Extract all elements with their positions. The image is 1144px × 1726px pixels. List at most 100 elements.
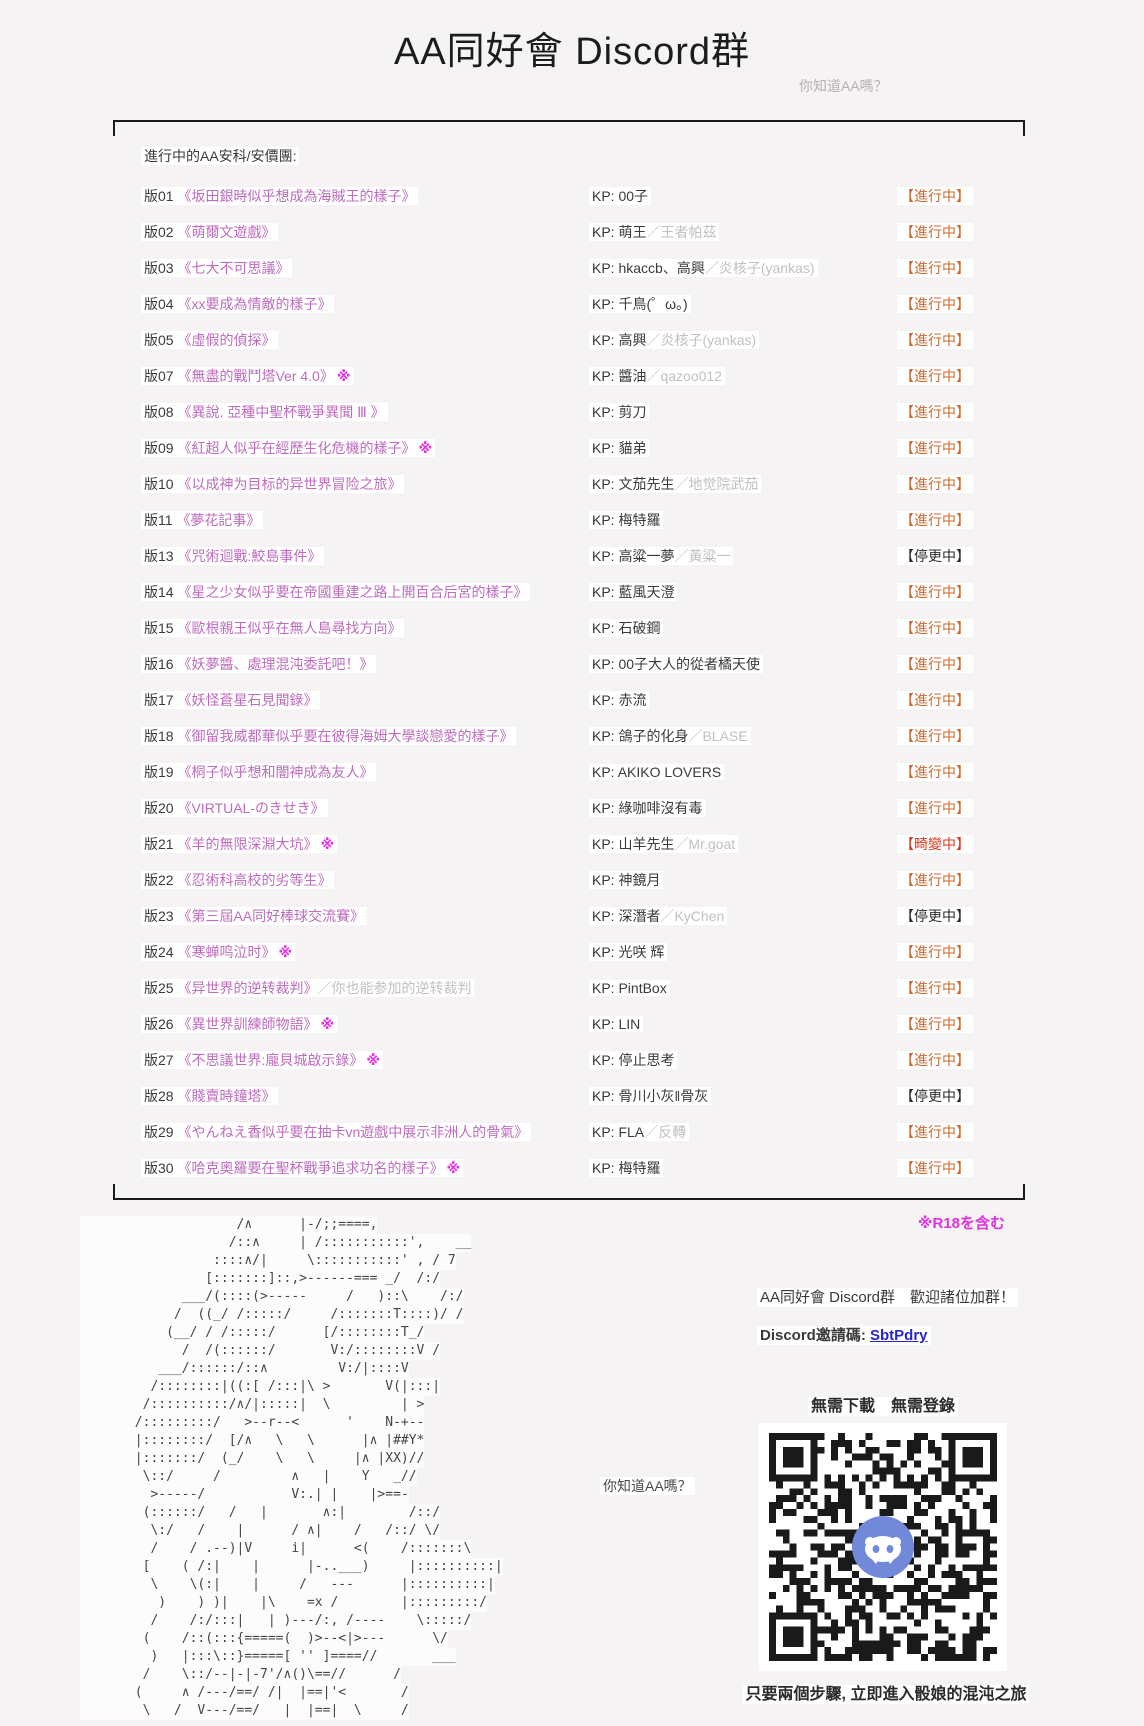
- list-item: 版19 《桐子似乎想和闇神成為友人》 KP: AKIKO LOVERS 【進行中】: [113, 754, 1025, 790]
- list-item: 版13 《咒術迴戰:鮫島事件》 KP: 高粱一夢／黃粱一 【停更中】: [113, 538, 1025, 574]
- invite-code-link[interactable]: SbtPdry: [870, 1327, 928, 1344]
- kp-alt-name: ／qazoo012: [646, 368, 722, 384]
- kp-name: 剪刀: [618, 404, 647, 420]
- kp-name: 梅特羅: [618, 1160, 661, 1176]
- status-badge: 【進行中】: [897, 799, 973, 817]
- thread-number: 版22: [144, 872, 174, 888]
- thread-title-link[interactable]: 《咒術迴戰:鮫島事件》: [177, 548, 322, 564]
- r18-mark: ※: [418, 440, 433, 456]
- thread-number: 版02: [144, 224, 174, 240]
- list-item: 版01 《坂田銀時似乎想成為海賊王的樣子》 KP: 00子 【進行中】: [113, 178, 1025, 214]
- status-badge: 【進行中】: [897, 871, 973, 889]
- thread-number: 版05: [144, 332, 174, 348]
- thread-number: 版11: [144, 512, 173, 528]
- kp-name: 光咲 辉: [618, 944, 665, 960]
- kp-name: 00子大人的從者橘天使: [618, 656, 761, 672]
- thread-number: 版16: [144, 656, 174, 672]
- thread-title-link[interactable]: 《坂田銀時似乎想成為海賊王的樣子》: [177, 188, 416, 204]
- list-item: 版16 《妖夢醬、處理混沌委託吧！》 KP: 00子大人的從者橘天使 【進行中】: [113, 646, 1025, 682]
- thread-title-link[interactable]: 《虛假的偵探》: [177, 332, 276, 348]
- thread-title-link[interactable]: 《哈克奧羅要在聖杯戰爭追求功名的樣子》: [177, 1160, 444, 1176]
- thread-title-link[interactable]: 《やんねえ香似乎要在抽卡vn遊戲中展示非洲人的骨氣》: [177, 1124, 529, 1140]
- kp-name: 骨川小灰‖骨灰: [618, 1088, 709, 1104]
- invite-label: Discord邀請碼:: [760, 1327, 871, 1344]
- thread-title-link[interactable]: 《羊的無限深淵大坑》: [177, 836, 318, 852]
- list-item: 版18 《御留我威都華似乎要在彼得海姆大學談戀愛的樣子》 KP: 鴿子的化身／BL…: [113, 718, 1025, 754]
- thread-title-link[interactable]: 《異說. 亞種中聖杯戰爭異聞 Ⅲ 》: [177, 404, 385, 420]
- thread-title-link[interactable]: 《xx要成為情敵的樣子》: [177, 296, 332, 312]
- thread-title-link[interactable]: 《夢花記事》: [176, 512, 261, 528]
- thread-title-link[interactable]: 《忍術科高校的劣等生》: [177, 872, 332, 888]
- thread-number: 版04: [144, 296, 174, 312]
- kp-name: 萌王: [618, 224, 647, 240]
- status-badge: 【停更中】: [897, 547, 973, 565]
- status-badge: 【畸變中】: [897, 835, 973, 853]
- thread-number: 版21: [144, 836, 174, 852]
- list-item: 版20 《VIRTUAL-のきせき》 KP: 綠咖啡沒有毒 【進行中】: [113, 790, 1025, 826]
- ascii-art: /∧ |-/;;====, /::∧ | /:::::::::::', __ :…: [80, 1216, 503, 1720]
- status-badge: 【進行中】: [897, 259, 973, 277]
- kp-name: LIN: [618, 1016, 641, 1032]
- status-badge: 【進行中】: [897, 1159, 973, 1177]
- thread-title-link[interactable]: 《紅超人似乎在經歷生化危機的樣子》: [177, 440, 416, 456]
- thread-title-link[interactable]: 《七大不可思議》: [177, 260, 290, 276]
- r18-mark: ※: [320, 836, 335, 852]
- ask-text: 你知道AA嗎？: [600, 1476, 695, 1496]
- r18-footnote: ※R18を含む: [917, 1215, 1005, 1232]
- thread-number: 版29: [144, 1124, 174, 1140]
- r18-mark: ※: [446, 1160, 461, 1176]
- thread-number: 版10: [144, 476, 174, 492]
- list-item: 版05 《虛假的偵探》 KP: 高興／炎核子(yankas) 【進行中】: [113, 322, 1025, 358]
- status-badge: 【進行中】: [897, 583, 973, 601]
- status-badge: 【進行中】: [897, 691, 973, 709]
- thread-number: 版27: [144, 1052, 174, 1068]
- thread-title-link[interactable]: 《VIRTUAL-のきせき》: [177, 800, 325, 816]
- box-corner: [113, 1184, 115, 1198]
- thread-title-link[interactable]: 《無盡的戰鬥塔Ver 4.0》: [177, 368, 334, 384]
- invite-line: Discord邀請碼: SbtPdry: [757, 1324, 931, 1345]
- thread-title-link[interactable]: 《寒蝉鸣泣时》: [177, 944, 276, 960]
- thread-number: 版26: [144, 1016, 174, 1032]
- kp-name: 神鏡月: [618, 872, 661, 888]
- status-badge: 【停更中】: [897, 1087, 973, 1105]
- thread-number: 版14: [144, 584, 174, 600]
- thread-title-link[interactable]: 《御留我威都華似乎要在彼得海姆大學談戀愛的樣子》: [177, 728, 514, 744]
- kp-name: AKIKO LOVERS: [617, 764, 722, 780]
- thread-title-link[interactable]: 《桐子似乎想和闇神成為友人》: [177, 764, 374, 780]
- kp-name: 赤流: [618, 692, 647, 708]
- thread-number: 版17: [144, 692, 174, 708]
- list-item: 版09 《紅超人似乎在經歷生化危機的樣子》 ※ KP: 貓弟 【進行中】: [113, 430, 1025, 466]
- thread-number: 版30: [144, 1160, 174, 1176]
- thread-title-link[interactable]: 《不思議世界:龐貝城啟示錄》: [177, 1052, 364, 1068]
- thread-title-link[interactable]: 《異世界訓練師物語》: [177, 1016, 318, 1032]
- list-item: 版27 《不思議世界:龐貝城啟示錄》 ※ KP: 停止思考 【進行中】: [113, 1042, 1025, 1078]
- thread-title-link[interactable]: 《歐根親王似乎在無人島尋找方向》: [177, 620, 402, 636]
- thread-title-link[interactable]: 《以成神为目标的异世界冒险之旅》: [177, 476, 402, 492]
- kp-alt-name: ／王者帕茲: [646, 224, 717, 240]
- thread-title-link[interactable]: 《第三屆AA同好棒球交流賽》: [177, 908, 365, 924]
- kp-name: hkaccb、高興: [618, 260, 705, 276]
- status-badge: 【進行中】: [897, 1051, 973, 1069]
- list-item: 版17 《妖怪蒼星石見聞錄》 KP: 赤流 【進行中】: [113, 682, 1025, 718]
- thread-title-link[interactable]: 《妖夢醬、處理混沌委託吧！》: [177, 656, 374, 672]
- thread-title-link[interactable]: 《妖怪蒼星石見聞錄》: [177, 692, 318, 708]
- cta-text: 只要兩個步驟, 立即進入骰娘的混沌之旅: [686, 1680, 1086, 1704]
- thread-number: 版09: [144, 440, 174, 456]
- thread-number: 版20: [144, 800, 174, 816]
- list-item: 版23 《第三屆AA同好棒球交流賽》 KP: 深潛者／KyChen 【停更中】: [113, 898, 1025, 934]
- kp-alt-name: ／反轉: [644, 1124, 687, 1140]
- status-badge: 【進行中】: [897, 403, 973, 421]
- thread-title-link[interactable]: 《异世界的逆转裁判》: [177, 980, 318, 996]
- thread-number: 版18: [144, 728, 174, 744]
- kp-alt-name: ／黃粱一: [674, 548, 731, 564]
- thread-title-link[interactable]: 《星之少女似乎要在帝國重建之路上開百合后宮的樣子》: [177, 584, 528, 600]
- thread-title-link[interactable]: 《賤賣時鐘塔》: [177, 1088, 276, 1104]
- thread-title-link[interactable]: 《萌爾文遊戲》: [177, 224, 276, 240]
- kp-name: 貓弟: [618, 440, 647, 456]
- r18-mark: ※: [278, 944, 293, 960]
- status-badge: 【進行中】: [897, 223, 973, 241]
- list-item: 版28 《賤賣時鐘塔》 KP: 骨川小灰‖骨灰 【停更中】: [113, 1078, 1025, 1114]
- kp-name: FLA: [618, 1124, 645, 1140]
- list-item: 版08 《異說. 亞種中聖杯戰爭異聞 Ⅲ 》 KP: 剪刀 【進行中】: [113, 394, 1025, 430]
- status-badge: 【進行中】: [897, 619, 973, 637]
